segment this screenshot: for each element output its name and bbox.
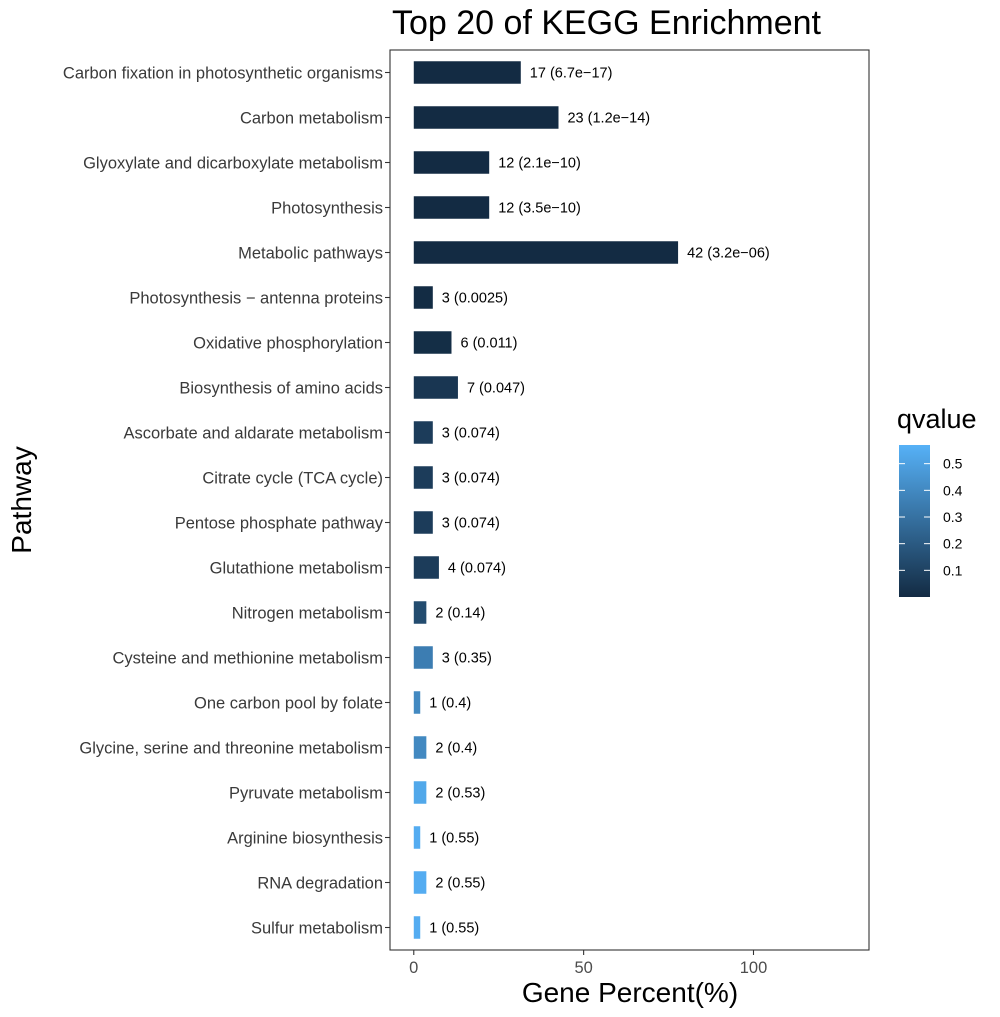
category-label: RNA degradation [257, 875, 383, 893]
category-label: Carbon metabolism [240, 110, 383, 128]
bar [413, 106, 559, 129]
bar-value-label: 1 (0.55) [429, 831, 479, 847]
bar [413, 61, 521, 84]
bar [413, 646, 433, 669]
bar-value-label: 6 (0.011) [460, 336, 517, 352]
bar [413, 466, 433, 489]
category-label: Cysteine and methionine metabolism [112, 650, 383, 668]
bar [413, 511, 433, 534]
bar [413, 916, 421, 939]
category-label: Sulfur metabolism [251, 920, 383, 938]
bar-value-label: 1 (0.4) [429, 696, 471, 712]
bar-value-label: 23 (1.2e−14) [567, 111, 650, 127]
legend-tick-label: 0.1 [943, 562, 963, 578]
bar [413, 601, 427, 624]
bar [413, 151, 490, 174]
chart-title: Top 20 of KEGG Enrichment [392, 4, 822, 42]
category-label: Carbon fixation in photosynthetic organi… [63, 65, 383, 83]
category-label: Nitrogen metabolism [232, 605, 383, 623]
bar-value-label: 3 (0.074) [442, 426, 500, 442]
category-labels: Carbon fixation in photosynthetic organi… [63, 65, 390, 938]
legend-tick-label: 0.5 [943, 456, 963, 472]
qvalue-legend: qvalue 0.1 0.2 0.3 0.4 0.5 [897, 404, 977, 597]
bar-value-label: 2 (0.14) [435, 606, 485, 622]
bar [413, 241, 679, 264]
bar [413, 691, 421, 714]
bar [413, 376, 458, 399]
category-label: Pentose phosphate pathway [175, 515, 384, 533]
category-label: Metabolic pathways [238, 245, 383, 263]
bar [413, 286, 433, 309]
category-label: Oxidative phosphorylation [193, 335, 383, 353]
bar [413, 736, 427, 759]
bar [413, 826, 421, 849]
bar [413, 556, 439, 579]
bar-value-label: 12 (2.1e−10) [498, 156, 581, 172]
category-label: Glyoxylate and dicarboxylate metabolism [83, 155, 383, 173]
bar-value-label: 1 (0.55) [429, 921, 479, 937]
bar-value-label: 7 (0.047) [467, 381, 525, 397]
category-label: Photosynthesis [271, 200, 383, 218]
category-label: Photosynthesis − antenna proteins [129, 290, 383, 308]
bar-value-label: 2 (0.55) [435, 876, 485, 892]
bar-value-label: 3 (0.0025) [442, 291, 508, 307]
legend-title: qvalue [897, 404, 977, 434]
bar-value-label: 3 (0.35) [442, 651, 492, 667]
bar [413, 196, 490, 219]
bar-value-label: 4 (0.074) [448, 561, 506, 577]
x-tick-label: 100 [740, 959, 768, 977]
legend-tick-label: 0.2 [943, 536, 963, 552]
category-label: One carbon pool by folate [194, 695, 383, 713]
bar [413, 421, 433, 444]
category-label: Arginine biosynthesis [227, 830, 383, 848]
bar-value-label: 3 (0.074) [442, 471, 500, 487]
legend-colorbar [899, 445, 930, 597]
x-tick-label: 0 [409, 959, 418, 977]
bar [413, 331, 452, 354]
bars-layer: 17 (6.7e−17) 23 (1.2e−14) 12 (2.1e−10) 12 (… [413, 61, 770, 939]
bar-value-label: 42 (3.2e−06) [687, 246, 770, 262]
bar-value-label: 3 (0.074) [442, 516, 500, 532]
category-label: Glycine, serine and threonine metabolism [79, 740, 383, 758]
category-label: Ascorbate and aldarate metabolism [123, 425, 383, 443]
bar-value-label: 2 (0.53) [435, 786, 485, 802]
category-label: Citrate cycle (TCA cycle) [202, 470, 383, 488]
bar-value-label: 2 (0.4) [435, 741, 477, 757]
x-axis-title: Gene Percent(%) [522, 977, 738, 1008]
legend-tick-label: 0.3 [943, 509, 963, 525]
legend-tick-label: 0.4 [943, 482, 963, 498]
y-axis-title: Pathway [6, 446, 37, 553]
category-label: Glutathione metabolism [210, 560, 383, 578]
bar [413, 871, 427, 894]
bar [413, 781, 427, 804]
plot-panel [389, 49, 870, 951]
bar-value-label: 17 (6.7e−17) [530, 66, 613, 82]
category-label: Pyruvate metabolism [229, 785, 383, 803]
bar-value-label: 12 (3.5e−10) [498, 201, 581, 217]
x-axis: 0 50 100 [409, 950, 767, 977]
x-tick-label: 50 [574, 959, 592, 977]
category-label: Biosynthesis of amino acids [179, 380, 383, 398]
